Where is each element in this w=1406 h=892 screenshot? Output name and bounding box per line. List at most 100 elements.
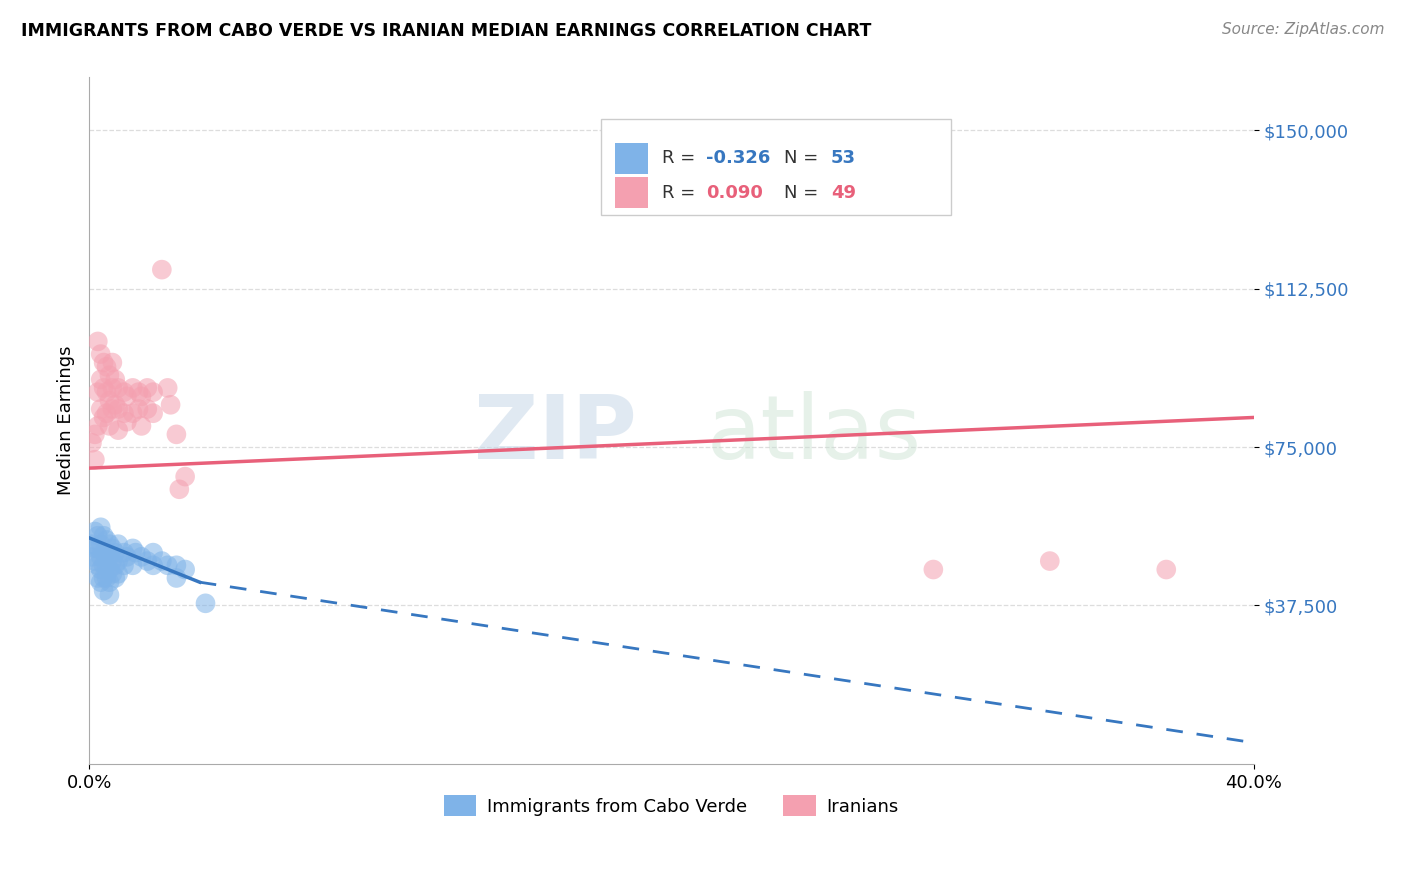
Point [93,583,115,598]
Text: N =: N = [785,150,824,168]
Point [98,588,121,602]
Point [83,541,105,556]
Point [101,355,124,369]
Point [98,537,121,551]
Point [1039,554,1062,568]
Text: 0.090: 0.090 [706,184,763,202]
Point [90,372,112,386]
Point [104,398,127,412]
Point [131,389,153,403]
Point [96,546,118,560]
Point [142,406,165,420]
Point [165,571,187,585]
Point [1154,562,1177,576]
Point [87,541,110,556]
Text: IMMIGRANTS FROM CABO VERDE VS IRANIAN MEDIAN EARNINGS CORRELATION CHART: IMMIGRANTS FROM CABO VERDE VS IRANIAN ME… [21,22,872,40]
Point [156,558,179,573]
Point [107,402,129,417]
Point [107,381,129,395]
Point [169,483,191,497]
Text: R =: R = [662,184,702,202]
Point [83,524,105,539]
Point [96,385,118,400]
Point [83,452,105,467]
Point [128,402,150,417]
Point [83,554,105,568]
Point [87,334,110,349]
Text: 49: 49 [831,184,856,202]
Point [121,541,143,556]
Point [98,418,121,433]
Legend: Immigrants from Cabo Verde, Iranians: Immigrants from Cabo Verde, Iranians [436,789,905,823]
Point [93,355,115,369]
Point [101,554,124,568]
Point [194,596,217,610]
Point [87,571,110,585]
Point [124,546,146,560]
Point [80,537,103,551]
Point [136,381,159,395]
FancyBboxPatch shape [602,119,950,215]
FancyBboxPatch shape [616,178,648,208]
Point [98,549,121,564]
Point [98,393,121,408]
Point [90,562,112,576]
Point [90,520,112,534]
Point [93,571,115,585]
Point [98,368,121,383]
Point [90,549,112,564]
Point [80,549,103,564]
Point [112,385,135,400]
Point [93,381,115,395]
Point [136,554,159,568]
Point [128,385,150,400]
Y-axis label: Median Earnings: Median Earnings [58,346,75,495]
Point [115,415,138,429]
Point [142,546,165,560]
Point [156,381,179,395]
Point [98,562,121,576]
Point [104,558,127,573]
Point [101,381,124,395]
Point [121,558,143,573]
Point [83,427,105,442]
Point [112,558,135,573]
Point [121,381,143,395]
Text: atlas: atlas [706,391,921,478]
Text: Source: ZipAtlas.com: Source: ZipAtlas.com [1222,22,1385,37]
Point [87,385,110,400]
Point [136,402,159,417]
Text: 53: 53 [831,150,856,168]
Point [142,558,165,573]
Point [98,575,121,590]
Point [96,406,118,420]
Point [93,558,115,573]
Point [174,562,197,576]
Point [93,410,115,425]
Text: ZIP: ZIP [474,391,637,478]
Point [922,562,945,576]
Point [90,347,112,361]
Point [150,262,173,277]
Point [115,549,138,564]
Point [104,372,127,386]
Point [107,554,129,568]
Point [104,571,127,585]
FancyBboxPatch shape [616,143,648,174]
Point [90,402,112,417]
Point [112,406,135,420]
Point [142,385,165,400]
Text: -0.326: -0.326 [706,150,770,168]
Point [87,418,110,433]
Point [87,529,110,543]
Point [87,558,110,573]
Point [107,566,129,581]
Point [131,549,153,564]
Point [93,546,115,560]
Text: N =: N = [785,184,824,202]
Point [96,533,118,547]
Point [174,469,197,483]
Text: R =: R = [662,150,702,168]
Point [96,359,118,374]
Point [150,554,173,568]
